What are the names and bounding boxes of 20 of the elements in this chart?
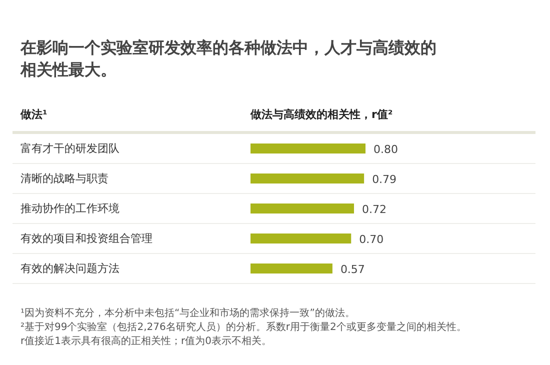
bar — [250, 174, 364, 184]
data-label: 0.72 — [362, 203, 386, 216]
chart-title: 在影响一个实验室研发效率的各种做法中，人才与高绩效的相关性最大。 — [20, 38, 436, 79]
data-label: 0.80 — [374, 143, 398, 156]
y-tick-label: 清晰的战略与职责 — [20, 172, 108, 185]
text: ²基于对99个实验室（包括2,276名研究人员）的分析。系数r用于衡量2个或更多变量之间的相关性。r值接近1表示具有很高的正相关性；r值为0表示不相关。 — [20, 321, 466, 347]
y-axis-title: 做法¹ — [20, 108, 48, 121]
bar — [250, 144, 366, 154]
y-tick-label: 富有才干的研发团队 — [20, 142, 120, 155]
y-tick-label: 推动协作的工作环境 — [20, 202, 120, 215]
y-tick-label: 有效的项目和投资组合管理 — [20, 232, 152, 245]
bar — [250, 264, 332, 274]
text: ¹因为资料不充分，本分析中未包括“与企业和市场的需求保持一致”的做法。 — [20, 307, 355, 319]
data-label: 0.70 — [359, 233, 384, 246]
data-label: 0.79 — [372, 173, 397, 186]
y-tick-label: 有效的解决问题方法 — [20, 262, 120, 275]
x-axis-title: 做法与高绩效的相关性，r值² — [250, 108, 393, 121]
data-label: 0.57 — [340, 263, 365, 276]
bar — [250, 204, 354, 214]
bar — [250, 234, 352, 244]
